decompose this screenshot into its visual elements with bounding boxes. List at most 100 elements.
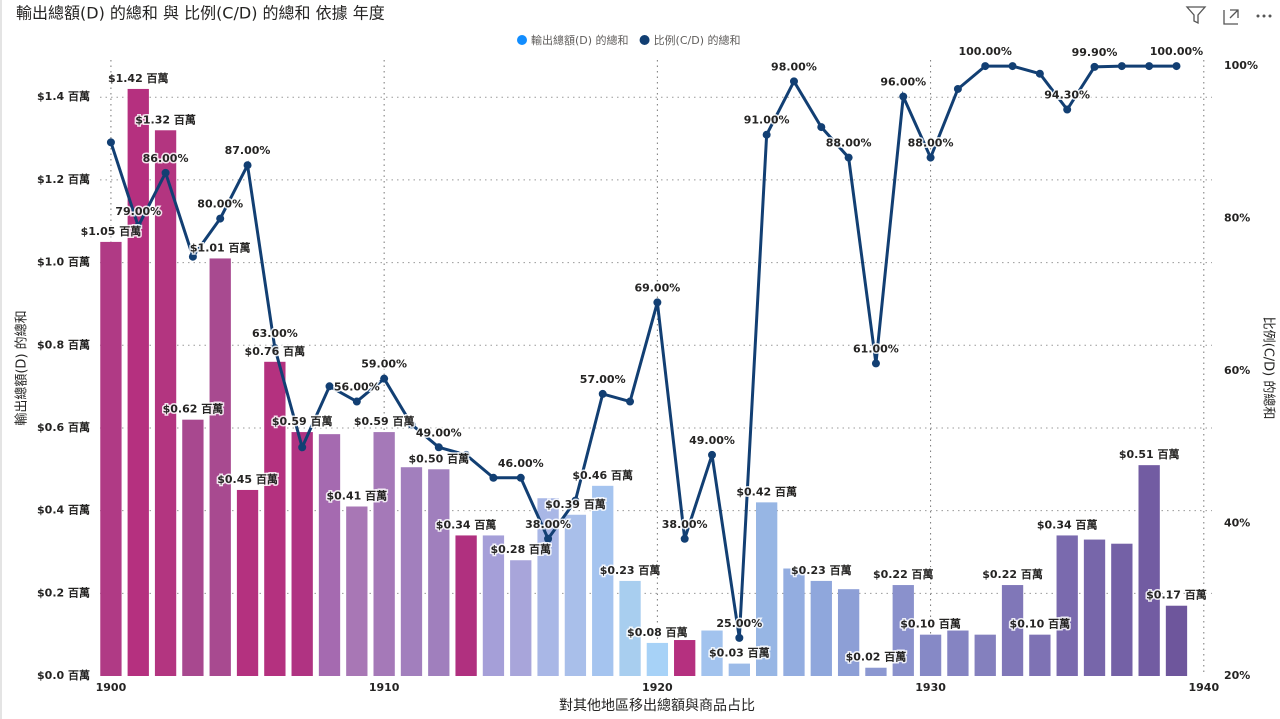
bar (810, 580, 832, 676)
line-point (407, 420, 416, 429)
bar (264, 361, 286, 676)
more-icon[interactable] (1256, 14, 1272, 18)
line-value-label: 94.30% (1044, 89, 1090, 102)
line-value-label: 25.00% (716, 617, 762, 630)
line-point (216, 214, 225, 223)
bar (346, 506, 368, 676)
line-point (516, 473, 525, 482)
y2-tick-label: 40% (1224, 517, 1250, 530)
bar (755, 502, 778, 676)
bar-value-label: $1.01 百萬 (190, 240, 251, 254)
legend-marker (639, 35, 650, 45)
line-point (188, 252, 197, 261)
y-tick-label: $1.2 百萬 (37, 172, 90, 186)
line-point (680, 534, 689, 543)
line-value-label: 98.00% (771, 60, 817, 73)
line-point (844, 153, 853, 162)
y2-tick-label: 20% (1224, 669, 1250, 682)
bar-value-label: $0.23 百萬 (791, 563, 852, 577)
line-point (1035, 69, 1044, 78)
line-point (544, 534, 553, 543)
bar-value-label: $0.39 百萬 (545, 497, 606, 511)
chart-title: 輸出總額(D) 的總和 與 比例(C/D) 的總和 依據 年度 (16, 4, 385, 23)
line-point (981, 62, 990, 71)
y-tick-label: $1.4 百萬 (37, 89, 90, 103)
y-tick-label: $1.0 百萬 (37, 255, 90, 269)
line-value-label: 38.00% (525, 518, 571, 531)
line-point (1090, 62, 1099, 71)
bar (1083, 539, 1106, 676)
bar-value-label: $0.42 百萬 (736, 484, 797, 498)
bar-value-label: $0.28 百萬 (490, 542, 551, 556)
line-point (462, 450, 471, 459)
bar (1111, 543, 1133, 676)
bar-value-label: $0.22 百萬 (873, 567, 934, 581)
line-value-label: 61.00% (853, 342, 899, 355)
bar (291, 432, 313, 676)
line-point (735, 633, 744, 642)
bar (619, 580, 641, 676)
bar (919, 634, 942, 676)
line-point (1008, 62, 1017, 71)
line-point (270, 344, 279, 353)
y-tick-label: $0.6 百萬 (37, 420, 90, 434)
bar-value-label: $0.62 百萬 (163, 402, 224, 416)
line-value-label: 46.00% (498, 457, 544, 470)
bar (373, 432, 395, 676)
filter-icon[interactable] (1185, 6, 1207, 25)
line-value-label: 91.00% (744, 114, 790, 127)
line-point (1063, 105, 1072, 114)
line-point (489, 473, 498, 482)
line-value-label: 49.00% (689, 434, 735, 447)
y-tick-label: $0.4 百萬 (37, 503, 90, 517)
line-value-label: 49.00% (416, 426, 462, 439)
line-point (789, 77, 798, 86)
line-point (871, 359, 880, 368)
line-value-label: 56.00% (334, 381, 380, 394)
focus-icon[interactable] (1223, 9, 1239, 25)
bar (428, 469, 450, 676)
line-point (926, 153, 935, 162)
line-value-label: 100.00% (958, 45, 1011, 58)
line-point (298, 443, 307, 452)
y2-axis-title: 比例(C/D) 的總和 (1261, 317, 1277, 420)
bar-value-label: $0.50 百萬 (408, 451, 469, 465)
bar (182, 419, 204, 676)
x-tick-label: 1910 (369, 681, 400, 694)
bar-value-label: $0.02 百萬 (846, 650, 907, 664)
bar (974, 634, 996, 676)
bar (1029, 634, 1051, 676)
bar (209, 258, 231, 676)
line-value-label: 69.00% (634, 281, 680, 294)
bar (537, 498, 559, 676)
bar-value-label: $0.03 百萬 (709, 646, 770, 660)
bar (728, 663, 750, 676)
bar (100, 241, 122, 676)
line-value-label: 87.00% (225, 144, 271, 157)
line-point (434, 443, 443, 452)
x-tick-label: 1930 (915, 681, 946, 694)
line-value-label: 79.00% (115, 205, 161, 218)
line-point (598, 389, 607, 398)
bar (1001, 585, 1024, 676)
line-value-label: 80.00% (197, 198, 243, 211)
line-point (134, 222, 143, 231)
bar (400, 467, 423, 676)
line-point (380, 374, 389, 383)
y2-tick-label: 60% (1224, 364, 1250, 377)
bar (1056, 535, 1078, 676)
line-point (953, 84, 962, 93)
line-point (1145, 62, 1154, 71)
bar-value-label: $0.34 百萬 (1037, 517, 1098, 531)
y-tick-label: $0.8 百萬 (37, 337, 90, 351)
x-tick-label: 1940 (1188, 681, 1219, 694)
y-axis-title: 輸出總額(D) 的總和 (14, 310, 30, 425)
bar-value-label: $0.23 百萬 (600, 563, 661, 577)
line-point (352, 397, 361, 406)
bar (455, 535, 477, 676)
line-value-label: 99.90% (1072, 46, 1118, 59)
x-tick-label: 1920 (642, 681, 673, 694)
line (109, 64, 1177, 639)
line-point (626, 397, 635, 406)
